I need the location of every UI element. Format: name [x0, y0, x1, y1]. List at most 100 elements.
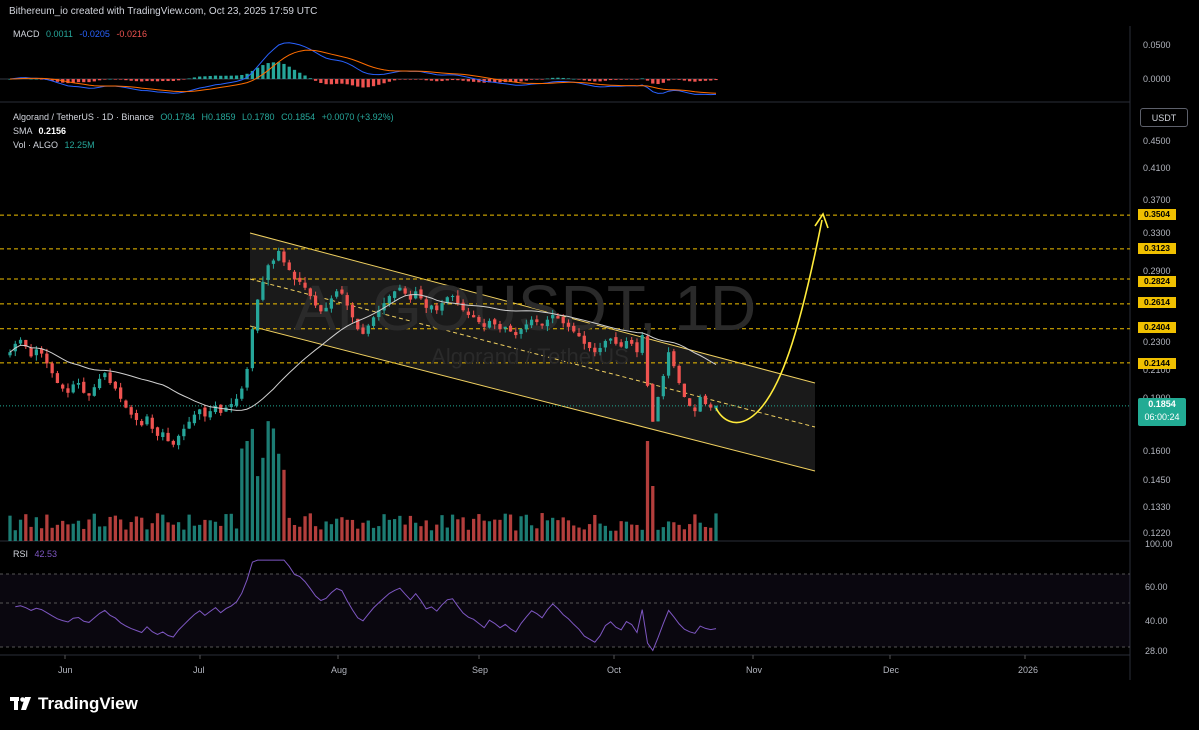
macd-histogram-bar [714, 79, 718, 81]
level-tag: 0.3504 [1138, 209, 1176, 220]
descending-channel [249, 232, 816, 472]
volume-bar [187, 514, 191, 541]
tradingview-logo-icon [10, 697, 31, 710]
sma-line [9, 293, 717, 411]
volume-bar [82, 528, 86, 541]
volume-bar [456, 519, 460, 541]
candle-body [545, 319, 550, 327]
volume-bar [703, 526, 708, 541]
rsi-legend[interactable]: RSI 42.53 [13, 549, 57, 559]
volume-bar [8, 515, 12, 541]
volume-bar [108, 516, 112, 541]
macd-histogram-bar [166, 79, 170, 82]
price-axis-tick: 0.4500 [1143, 136, 1171, 146]
candle-body [29, 347, 33, 357]
macd-label: MACD [13, 29, 40, 39]
candle-body [45, 353, 49, 364]
volume-bar [651, 486, 655, 541]
macd-histogram-bar [498, 79, 502, 83]
candle-body [577, 332, 581, 337]
candle-body [630, 339, 634, 344]
macd-histogram-bar [39, 79, 44, 80]
macd-histogram-bar [213, 75, 218, 79]
candle-body [229, 404, 233, 408]
candle-body [450, 296, 455, 298]
candle-body [666, 352, 671, 376]
candle-body [134, 413, 139, 420]
volume-bar [213, 521, 218, 541]
sma-legend[interactable]: SMA 0.2156 [13, 126, 66, 136]
current-price-tag: 0.1854 06:00:24 [1138, 398, 1186, 426]
volume-bar [335, 518, 339, 541]
time-axis [64, 655, 1026, 659]
price-axis-tick: 0.1330 [1143, 502, 1171, 512]
candle-body [329, 298, 334, 309]
candle-body [192, 414, 197, 424]
volume-bar [598, 523, 602, 541]
candle-body [656, 397, 660, 422]
candle-body [356, 318, 360, 330]
volume-bar [540, 513, 544, 541]
macd-histogram-bar [150, 79, 154, 82]
currency-unit-button[interactable]: USDT [1140, 108, 1188, 127]
candle-body [39, 348, 44, 354]
candle-body [366, 325, 370, 334]
macd-histogram-bar [577, 79, 581, 80]
macd-histogram-bar [524, 79, 528, 81]
volume-bar [129, 522, 133, 541]
channel-upper-line [249, 232, 816, 384]
volume-bar [487, 521, 492, 541]
volume-bar [556, 520, 560, 541]
rsi-axis-tick: 100.00 [1145, 539, 1173, 549]
candle-body [176, 435, 181, 446]
volume-bar [350, 519, 355, 541]
macd-histogram-bar [587, 79, 592, 81]
volume-bar [445, 527, 449, 541]
macd-histogram-bar [234, 75, 239, 79]
volume-bar [714, 513, 718, 541]
volume-bar [398, 515, 402, 541]
candle-body [119, 387, 123, 399]
candle-body [282, 251, 286, 263]
macd-histogram-bar [161, 79, 165, 82]
macd-histogram-bar [603, 79, 607, 81]
macd-histogram-bar [387, 79, 391, 82]
macd-histogram-bar [66, 79, 70, 84]
price-change: +0.0070 (+3.92%) [321, 112, 394, 122]
level-tag: 0.2144 [1138, 358, 1176, 369]
volume-bar [282, 469, 286, 541]
volume-bar [340, 517, 344, 541]
level-tag: 0.3123 [1138, 243, 1176, 254]
candle-body [498, 324, 502, 330]
macd-histogram-bar [477, 79, 481, 83]
rsi-band [0, 574, 1130, 647]
candle-body [271, 260, 276, 264]
volume-bar [477, 514, 481, 541]
symbol-legend[interactable]: Algorand / TetherUS · 1D · Binance O0.17… [13, 112, 394, 122]
time-axis-label: 2026 [1018, 665, 1039, 675]
candle-body [324, 307, 328, 312]
volume-bar [435, 524, 439, 541]
volume-legend[interactable]: Vol · ALGO 12.25M [13, 140, 95, 150]
candle-body [487, 320, 492, 328]
candle-body [97, 378, 102, 389]
macd-histogram-bar [361, 79, 365, 88]
macd-histogram-bar [709, 79, 713, 81]
candle-body [561, 317, 565, 324]
volume-bar [519, 516, 523, 541]
volume-bar [18, 519, 23, 541]
volume-bar [103, 526, 107, 541]
volume-bar [645, 441, 650, 541]
candle-body [298, 277, 302, 282]
channel-lower-line [249, 325, 816, 472]
ohlc-close: C0.1854 [281, 112, 316, 122]
macd-histogram-bar [203, 76, 207, 79]
macd-histogram-bar [693, 79, 697, 82]
volume-bar [166, 522, 170, 541]
macd-histogram-bar [672, 79, 676, 80]
level-tag: 0.2404 [1138, 322, 1176, 333]
macd-histogram-bar [677, 79, 681, 80]
candle-body [635, 342, 639, 353]
volume-bar [45, 514, 49, 541]
